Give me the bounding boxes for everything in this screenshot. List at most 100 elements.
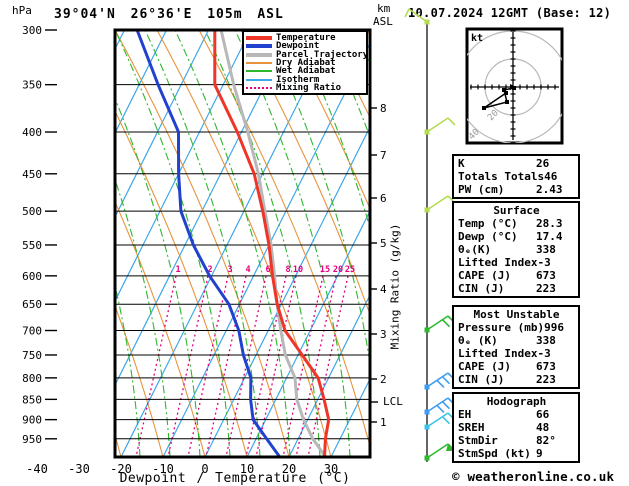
table-row: K 26 xyxy=(458,157,575,170)
row-label: Lifted Index xyxy=(458,256,538,269)
table-row: StmSpd (kt) 9 xyxy=(458,447,575,460)
altitude-axis-unit-2: ASL xyxy=(373,15,393,28)
mixing-ratio-value: 20 xyxy=(333,265,343,275)
legend-item-isotherm: Isotherm xyxy=(246,75,366,85)
wind-barb xyxy=(424,195,456,213)
row-label: θₑ(K) xyxy=(458,243,492,256)
svg-text:450: 450 xyxy=(22,168,42,181)
table-row: θₑ(K) 338 xyxy=(458,243,575,256)
wind-barb xyxy=(424,372,456,390)
table-row: EH 66 xyxy=(458,408,575,421)
temperature-tick-labels: -40 -30 -20 -10 0 10 20 30 xyxy=(26,462,338,476)
svg-text:5: 5 xyxy=(380,237,387,250)
row-label: SREH xyxy=(458,421,485,434)
legend-item-dewpoint: Dewpoint xyxy=(246,41,366,51)
svg-text:6: 6 xyxy=(380,192,387,205)
mixing-ratio-value: 8 xyxy=(285,265,290,275)
row-label: StmSpd (kt) xyxy=(458,447,531,460)
table-row: Totals Totals 46 xyxy=(458,170,575,183)
row-value: 338 xyxy=(536,334,556,347)
mixing-ratio-value: 10 xyxy=(293,265,303,275)
svg-text:-20: -20 xyxy=(110,462,132,476)
mixing-ratio-value: 1 xyxy=(175,265,180,275)
svg-text:0: 0 xyxy=(201,462,208,476)
row-value: 673 xyxy=(536,269,556,282)
row-value: 17.4 xyxy=(536,230,563,243)
row-label: Totals Totals xyxy=(458,170,545,183)
wind-barb xyxy=(424,315,456,333)
mixing-ratio-value: 2 xyxy=(207,265,212,275)
table-row: Pressure (mb) 996 xyxy=(458,321,575,334)
most-unstable-table: Most Unstable Pressure (mb) 996 θₑ (K) 338 Li… xyxy=(452,305,580,389)
svg-text:700: 700 xyxy=(22,325,42,338)
legend-label: Temperature xyxy=(276,33,336,44)
row-value: -3 xyxy=(537,256,551,269)
table-row: Dewp (°C) 17.4 xyxy=(458,230,575,243)
row-value: 48 xyxy=(536,421,550,434)
row-label: Dewp (°C) xyxy=(458,230,518,243)
legend-label: Parcel Trajectory xyxy=(276,49,369,60)
svg-text:2: 2 xyxy=(380,373,387,386)
sounding-profiles xyxy=(135,30,331,457)
mixing-ratio-value: 3 xyxy=(227,265,232,275)
wind-barb xyxy=(424,443,456,461)
hodograph-unit-label: kt xyxy=(471,33,484,44)
row-value: 46 xyxy=(544,170,558,183)
svg-text:1: 1 xyxy=(380,416,387,429)
pressure-gridlines xyxy=(115,84,370,440)
row-value: 673 xyxy=(536,360,556,373)
row-value: 2.43 xyxy=(536,183,563,196)
legend-label: Wet Adiabat xyxy=(276,66,336,77)
table-row: Temp (°C) 28.3 xyxy=(458,217,575,230)
svg-text:7: 7 xyxy=(380,149,387,162)
legend-item-temperature: Temperature xyxy=(246,33,366,44)
mixing-ratio-value: 25 xyxy=(345,265,355,275)
svg-text:850: 850 xyxy=(22,393,42,406)
table-title: Hodograph xyxy=(486,395,547,408)
legend-swatch xyxy=(246,36,272,41)
wind-barb-column xyxy=(404,8,456,462)
row-label: CAPE (J) xyxy=(458,269,511,282)
table-row: Lifted Index -3 xyxy=(458,256,575,269)
row-label: StmDir xyxy=(458,434,498,447)
legend-swatch xyxy=(246,70,272,73)
svg-text:-10: -10 xyxy=(152,462,174,476)
svg-text:900: 900 xyxy=(22,414,42,427)
table-row: CIN (J) 223 xyxy=(458,282,575,295)
table-row: SREH 48 xyxy=(458,421,575,434)
altitude-axis-unit: km xyxy=(377,2,391,15)
table-row: StmDir 82° xyxy=(458,434,575,447)
datetime-title: 10.07.2024 12GMT (Base: 12) xyxy=(408,6,612,20)
svg-text:650: 650 xyxy=(22,298,42,311)
svg-text:20: 20 xyxy=(282,462,296,476)
dewpoint-line xyxy=(135,30,281,457)
svg-text:750: 750 xyxy=(22,349,42,362)
table-title: Most Unstable xyxy=(473,308,560,321)
table-row: θₑ (K) 338 xyxy=(458,334,575,347)
svg-text:300: 300 xyxy=(22,24,42,37)
row-value: 28.3 xyxy=(536,217,563,230)
surface-table: Surface Temp (°C) 28.3 Dewp (°C) 17.4 θₑ(K) 33… xyxy=(452,201,580,298)
svg-text:600: 600 xyxy=(22,270,42,283)
legend-label: Mixing Ratio xyxy=(276,82,342,93)
legend-swatch xyxy=(246,52,272,57)
row-value: -3 xyxy=(537,347,551,360)
legend-swatch xyxy=(246,62,272,65)
background-lines: 1 2 3 4 6 8 10 15 20 25 xyxy=(115,30,370,457)
svg-text:550: 550 xyxy=(22,239,42,252)
svg-text:400: 400 xyxy=(22,126,42,139)
svg-text:8: 8 xyxy=(380,102,387,115)
legend-item-parcel-trajectory: Parcel Trajectory xyxy=(246,49,369,60)
mixing-ratio-value: 4 xyxy=(245,265,250,275)
table-row: Lifted Index -3 xyxy=(458,347,575,360)
legend-label: Dry Adiabat xyxy=(276,58,336,69)
pressure-axis-unit: hPa xyxy=(12,4,32,17)
table-row: CAPE (J) 673 xyxy=(458,360,575,373)
legend-item-mixing-ratio: Mixing Ratio xyxy=(246,82,366,93)
svg-text:350: 350 xyxy=(22,79,42,92)
mixing-ratio-axis-label: Mixing Ratio (g/kg) xyxy=(388,223,402,350)
row-label: EH xyxy=(458,408,472,421)
row-value: 338 xyxy=(536,243,556,256)
